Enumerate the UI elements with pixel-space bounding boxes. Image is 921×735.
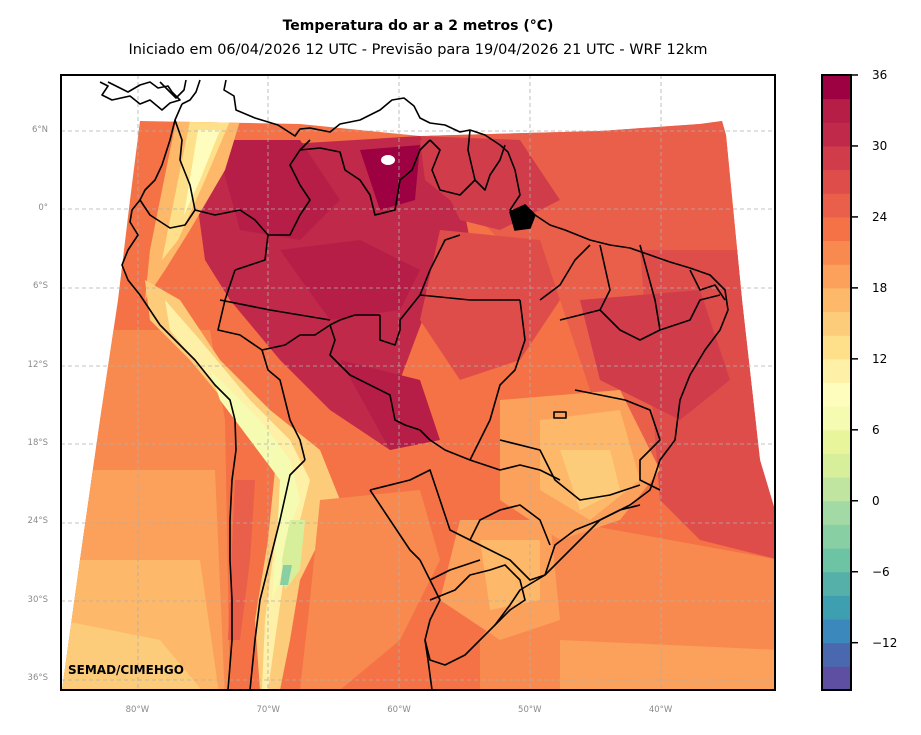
lat-tick-label: 6°N xyxy=(31,124,48,135)
map-area xyxy=(61,75,775,690)
lat-tick-label: 0° xyxy=(38,203,48,213)
map-frame xyxy=(60,74,776,691)
lat-tick-label: 18°S xyxy=(27,437,48,448)
colorbar-tick-label: −6 xyxy=(872,564,890,579)
colorbar-tick-label: 0 xyxy=(872,493,880,508)
colorbar-tick-label: 24 xyxy=(872,209,888,224)
lat-tick-label: 36°S xyxy=(27,672,48,683)
chart-title: Temperatura do ar a 2 metros (°C) xyxy=(282,18,554,34)
colorbar-tick-label: 30 xyxy=(872,138,888,153)
lat-tick-label: 6°S xyxy=(32,281,48,292)
lat-tick-label: 24°S xyxy=(27,516,48,527)
colorbar-tick-label: 12 xyxy=(872,351,888,366)
lat-tick-label: 30°S xyxy=(27,594,48,605)
lon-tick-label: 80°W xyxy=(125,705,150,715)
lon-tick-label: 60°W xyxy=(387,705,411,715)
chart-subtitle: Iniciado em 06/04/2026 12 UTC - Previsão… xyxy=(128,42,708,58)
colorbar-tick-label: 18 xyxy=(872,280,888,295)
lat-tick-label: 12°S xyxy=(27,359,48,370)
colorbar-tick-label: 36 xyxy=(872,68,888,82)
temperature-field xyxy=(62,121,775,690)
credit-label: SEMAD/CIMEHGO xyxy=(68,663,184,677)
lon-tick-label: 50°W xyxy=(518,705,542,715)
colorbar-tick-label: 6 xyxy=(872,422,880,437)
colorbar-tick-label: −12 xyxy=(872,635,898,650)
lon-tick-label: 40°W xyxy=(648,705,673,715)
country-borders xyxy=(99,79,729,690)
lon-tick-label: 70°W xyxy=(256,705,280,715)
